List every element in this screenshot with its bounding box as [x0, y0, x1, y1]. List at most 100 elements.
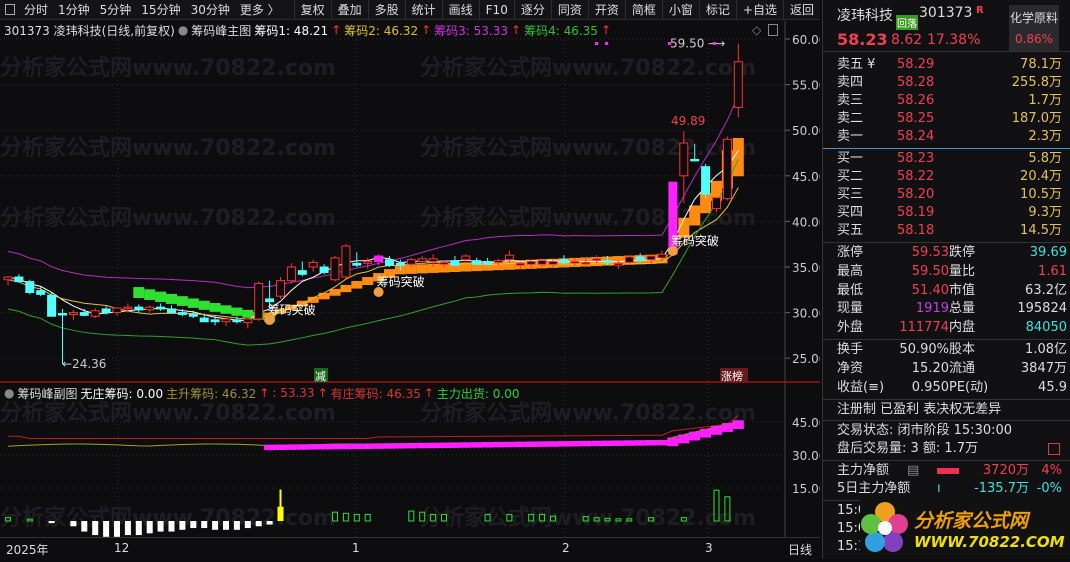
window-toggle-icon[interactable] — [5, 4, 15, 15]
indicator-name[interactable]: 筹码峰主图 — [191, 23, 252, 38]
low-annotation: ←24.36 — [62, 357, 106, 371]
candle-body — [657, 253, 667, 259]
sub-y-tick-label: 45.00 — [792, 416, 820, 430]
stat-value: 111774 — [899, 320, 949, 336]
toolbar-button[interactable]: 复权 — [293, 0, 331, 20]
period-tab[interactable]: 5分钟 — [99, 3, 132, 17]
sub-bar-white — [81, 521, 88, 532]
chart-icon[interactable] — [1048, 443, 1060, 455]
chip-band-orange — [351, 280, 363, 289]
period-tab[interactable]: 15分钟 — [141, 3, 181, 17]
toolbar-button[interactable]: +自选 — [735, 0, 783, 20]
candle-body — [199, 317, 209, 323]
toolbar-button[interactable]: 叠加 — [330, 0, 368, 20]
book-row[interactable]: 卖四 58.28 255.8万 — [823, 74, 1070, 92]
period-tab[interactable]: 分时 — [24, 3, 49, 17]
signal-dot — [668, 42, 671, 45]
period-tab[interactable]: 更多 〉 — [239, 3, 280, 17]
sub-magenta-block — [569, 440, 581, 447]
toolbar-button[interactable]: 返回 — [782, 0, 820, 20]
candle-body — [548, 261, 558, 265]
chip-band-orange — [264, 312, 276, 318]
candle-body — [428, 258, 438, 263]
sub-magenta-block — [645, 440, 657, 446]
main-out-value: 主力出货: 0.00 — [436, 386, 520, 401]
watermark-logo: 分析家公式网 WWW.70822.COM — [860, 497, 1070, 559]
panel-toggle-icon[interactable] — [768, 24, 778, 36]
sub-magenta-block — [427, 442, 439, 449]
sub-indicator-dropdown-icon[interactable]: ● — [4, 386, 15, 400]
ask-book: 卖五 ¥ 58.29 78.1万 卖四 58.28 255.8万 卖三 58.26 1.7万 卖二… — [823, 56, 1070, 147]
sub-magenta-block — [307, 444, 319, 450]
book-row[interactable]: 卖三 58.26 1.7万 — [823, 92, 1070, 110]
candle-body — [406, 259, 416, 265]
book-row[interactable]: 买五 58.18 14.5万 — [823, 222, 1070, 240]
list-icon[interactable]: ▤ — [907, 463, 920, 478]
chip-band-green — [155, 291, 167, 302]
candle-body — [417, 258, 427, 263]
candle-body — [145, 306, 155, 311]
book-level: 卖三 — [837, 93, 864, 108]
kline-chart[interactable]: 分析家公式网www.70822.com 分析家公式网www.70822.com 分析… — [0, 20, 826, 559]
book-row[interactable]: 卖一 58.24 2.3万 — [823, 128, 1070, 146]
sub-indicator-name[interactable]: 筹码峰副图 — [17, 386, 78, 401]
date-axis: 2025年 12 1 2 3 日线 — [0, 537, 820, 559]
rise-chip-value: 主升筹码: 46.32 — [166, 386, 257, 401]
toolbar-button[interactable]: 小窗 — [661, 0, 699, 20]
chip3-value: 筹码3: 53.33 — [434, 23, 509, 38]
diamond-icon[interactable]: ◇ — [752, 23, 762, 37]
sub-magenta-block — [580, 440, 592, 447]
candle-body — [112, 307, 122, 314]
stat-value: 1.08亿 — [1025, 342, 1067, 357]
candle-body — [722, 138, 732, 200]
period-tab[interactable]: 30分钟 — [190, 3, 230, 17]
book-row[interactable]: 卖二 58.25 187.0万 — [823, 110, 1070, 128]
book-row[interactable]: 买四 58.19 9.3万 — [823, 204, 1070, 222]
chip-band-green — [166, 293, 177, 304]
toolbar-button[interactable]: F10 — [478, 0, 514, 20]
up-arrow-icon: ↑ — [331, 23, 342, 37]
stat-value: 0.950 — [911, 380, 949, 395]
sub-magenta-block — [525, 441, 537, 447]
candle-body — [25, 281, 35, 294]
sub-bar-green — [419, 511, 426, 522]
sub-magenta-block — [329, 443, 341, 450]
toolbar-button[interactable]: 标记 — [698, 0, 736, 20]
stat-label: 涨停 — [837, 245, 864, 260]
book-row[interactable]: 卖五 ¥ 58.29 78.1万 — [823, 56, 1070, 74]
period-selector[interactable]: 日线 — [788, 543, 813, 557]
toolbar-button[interactable]: 统计 — [404, 0, 442, 20]
stat-label: PE(动) — [949, 380, 989, 395]
book-row[interactable]: 买二 58.22 20.4万 — [823, 168, 1070, 186]
five-day-flow-row: 5日主力净额 ı -135.7万 -0% — [823, 480, 1070, 498]
book-level: 卖二 — [837, 111, 864, 126]
book-row[interactable]: 买三 58.20 10.5万 — [823, 186, 1070, 204]
candle-body — [156, 306, 166, 310]
candle-body — [265, 298, 275, 303]
toolbar-button[interactable]: 画线 — [441, 0, 479, 20]
book-level: 买四 — [837, 205, 864, 220]
toolbar-button[interactable]: 简框 — [624, 0, 662, 20]
sub-bar-white — [223, 521, 229, 530]
sub-magenta-block — [449, 442, 461, 448]
book-row[interactable]: 买一 58.23 5.8万 — [823, 150, 1070, 168]
book-volume: 187.0万 — [1011, 111, 1062, 126]
flower-logo-icon — [861, 502, 908, 552]
book-volume: 9.3万 — [1028, 205, 1062, 220]
sub-bar-white — [135, 521, 142, 536]
no-chip-value: 无庄筹码: 0.00 — [80, 386, 164, 401]
toolbar-button[interactable]: 逐分 — [513, 0, 551, 20]
date-label: 2 — [562, 541, 570, 555]
toolbar-button[interactable]: 开资 — [587, 0, 625, 20]
sub-bar-green — [408, 510, 415, 522]
candle-body — [167, 308, 176, 314]
indicator-dropdown-icon[interactable]: ● — [177, 23, 189, 37]
toolbar-button[interactable]: 多股 — [367, 0, 405, 20]
sector-box[interactable]: 化学原料 0.86% — [1009, 5, 1059, 51]
book-price: 58.18 — [897, 223, 935, 238]
candle-body — [613, 262, 623, 266]
period-tab[interactable]: 1分钟 — [58, 3, 90, 17]
toolbar-button[interactable]: 同资 — [550, 0, 588, 20]
sub-bar-green — [528, 513, 535, 522]
candle-body — [58, 313, 67, 316]
